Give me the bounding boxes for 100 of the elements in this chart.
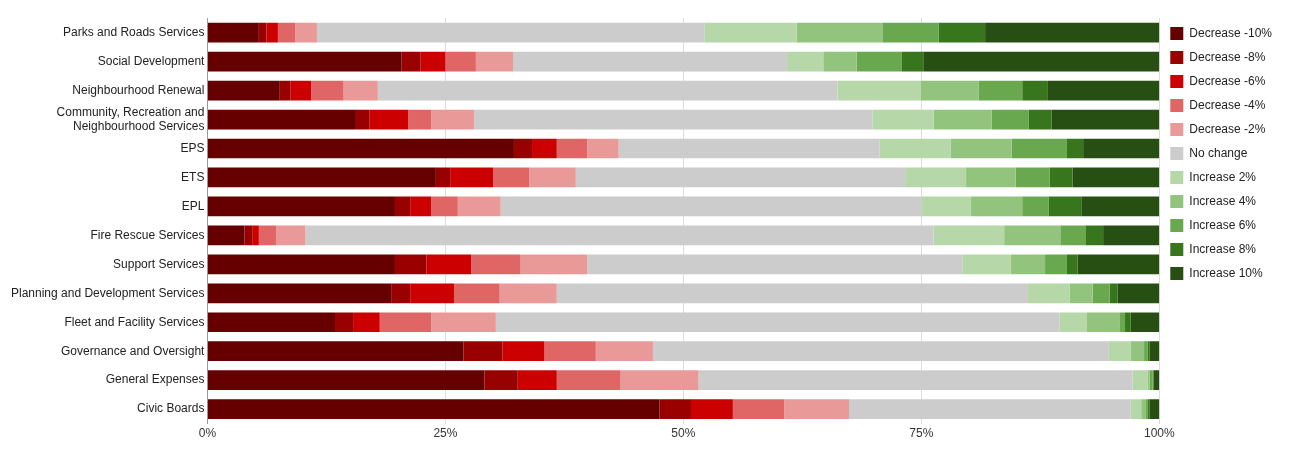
bar (471, 254, 521, 275)
bar (787, 51, 824, 72)
bar (985, 22, 1160, 43)
bar (207, 370, 485, 391)
y-tick-label: Fire Rescue Services (90, 227, 205, 242)
bar (499, 283, 557, 304)
bar (933, 109, 992, 130)
bar (1066, 138, 1084, 159)
bar (207, 225, 245, 246)
bar (1010, 254, 1046, 275)
bar (512, 51, 788, 72)
bar (652, 341, 1109, 362)
bar (1092, 283, 1110, 304)
bar (316, 22, 705, 43)
bar (1077, 254, 1160, 275)
bar (923, 51, 1160, 72)
bar (450, 167, 493, 188)
bar (431, 196, 458, 217)
bar (290, 80, 312, 101)
bar (966, 167, 1016, 188)
bar (355, 109, 370, 130)
bar (445, 51, 476, 72)
bar (698, 370, 1133, 391)
bar (457, 196, 501, 217)
bar (796, 22, 883, 43)
bar (410, 196, 432, 217)
legend-label: Increase 10% (1189, 265, 1263, 280)
bar (1117, 283, 1160, 304)
bar (879, 138, 951, 159)
bar (1130, 341, 1145, 362)
bar (207, 283, 392, 304)
y-tick-label: Civic Boards (137, 401, 205, 416)
bar (556, 138, 588, 159)
bar (520, 254, 588, 275)
y-tick-label: EPS (180, 140, 205, 155)
bar (556, 283, 1028, 304)
bar (962, 254, 1011, 275)
legend-label: Decrease -10% (1189, 25, 1273, 40)
bar (207, 138, 514, 159)
legend-label: Decrease -4% (1189, 97, 1266, 112)
bar (856, 51, 902, 72)
bar (872, 109, 934, 130)
bar (1103, 225, 1160, 246)
bar (426, 254, 472, 275)
bar (311, 80, 344, 101)
bar (1130, 399, 1142, 419)
bar (502, 341, 545, 362)
bar (369, 109, 409, 130)
bar (420, 51, 446, 72)
bar (517, 370, 557, 391)
bar (587, 138, 619, 159)
bar (258, 22, 267, 43)
bar (408, 109, 432, 130)
bar (207, 167, 436, 188)
legend-label: Decrease -8% (1189, 49, 1266, 64)
y-tick-label: Social Development (97, 53, 206, 68)
legend-label: Decrease -2% (1189, 121, 1266, 136)
x-tick-label: 50% (671, 426, 696, 441)
y-tick-label: Governance and Oversight (61, 343, 206, 358)
bar (1051, 109, 1160, 130)
bar (659, 399, 691, 419)
bar (475, 51, 513, 72)
bar (207, 80, 280, 101)
bar (207, 341, 464, 362)
bar (435, 167, 451, 188)
bar (513, 138, 533, 159)
bar (1081, 196, 1160, 217)
bar (732, 399, 785, 419)
bar (377, 80, 838, 101)
bar (343, 80, 378, 101)
legend-label: Increase 2% (1189, 169, 1257, 184)
bar (1083, 138, 1160, 159)
y-tick-label: Support Services (113, 256, 205, 271)
bar (556, 370, 621, 391)
bar (970, 196, 1023, 217)
bar (275, 225, 306, 246)
bar (484, 370, 518, 391)
bar (305, 225, 934, 246)
legend-label: Increase 8% (1189, 241, 1257, 256)
y-tick-label: Community, Recreation and Neighbourhood Services (56, 104, 205, 134)
bar (335, 312, 354, 333)
bar (431, 109, 474, 130)
bar (1072, 167, 1160, 188)
bar (410, 283, 454, 304)
bar (473, 109, 873, 130)
bar (933, 225, 1005, 246)
bar (277, 22, 296, 43)
bar (1130, 312, 1160, 333)
bar (207, 196, 395, 217)
legend-label: Increase 6% (1189, 217, 1257, 232)
bar (575, 167, 906, 188)
bar (529, 167, 576, 188)
bar (1004, 225, 1061, 246)
y-tick-label: ETS (181, 169, 205, 184)
bar (587, 254, 963, 275)
bar (353, 312, 380, 333)
bar (394, 254, 427, 275)
bar (207, 22, 259, 43)
bar (207, 312, 335, 333)
y-tick-label: Fleet and Facility Services (64, 314, 205, 329)
